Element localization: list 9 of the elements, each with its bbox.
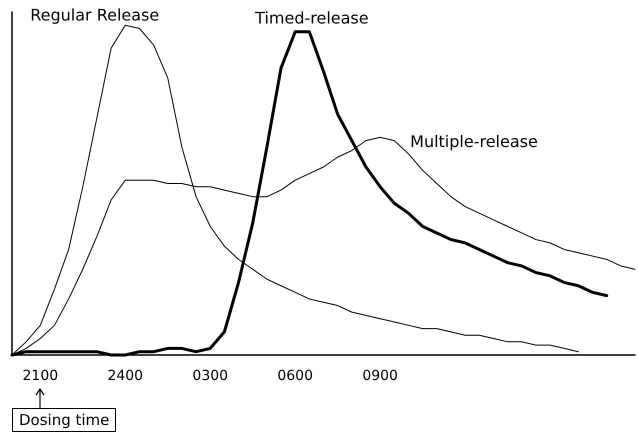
- x-tick-label: 0900: [362, 368, 398, 384]
- series-label: Timed-release: [254, 8, 369, 28]
- series-label: Regular Release: [30, 6, 160, 25]
- text: Dosing time: [12, 408, 116, 432]
- x-tick-label: 2100: [22, 368, 58, 384]
- x-tick-label: 0300: [192, 368, 228, 384]
- x-tick-label: 2400: [107, 368, 144, 384]
- series-label: Multiple-release: [410, 132, 538, 151]
- x-tick-label: 0600: [277, 368, 313, 384]
